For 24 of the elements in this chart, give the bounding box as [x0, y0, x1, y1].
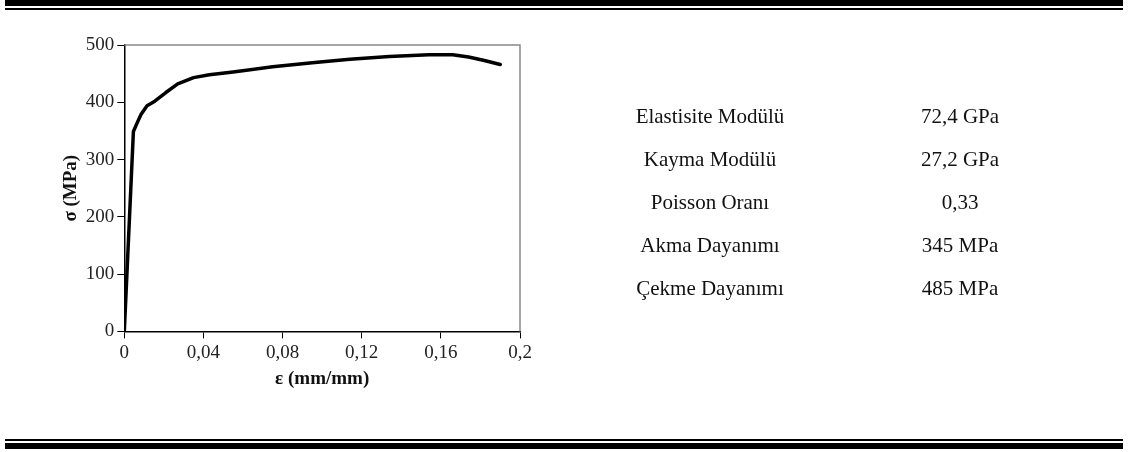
x-tick-label: 0,16: [424, 340, 458, 362]
y-tick-label: 0: [104, 319, 115, 341]
x-tick-label: 0,2: [508, 340, 532, 362]
text: 345 MPa: [920, 232, 1000, 259]
x-tick-label: 0,08: [265, 340, 300, 362]
text: Elastisite Modülü: [634, 103, 786, 130]
y-tick-label: 200: [85, 204, 115, 226]
x-tick-label: 0: [119, 340, 130, 362]
x-tick-label: 0,04: [186, 340, 221, 362]
x-axis-title: ε (mm/mm): [275, 366, 370, 389]
y-tick-label: 300: [85, 147, 115, 169]
text: Poisson Oranı: [649, 189, 771, 216]
y-tick-label: 400: [85, 90, 115, 112]
text: 72,4 GPa: [919, 103, 1001, 130]
x-tick-label: 0,12: [345, 340, 379, 362]
text: Akma Dayanımı: [639, 232, 781, 259]
y-axis-title: σ (MPa): [59, 154, 82, 222]
text: 27,2 GPa: [919, 146, 1001, 173]
text: Çekme Dayanımı: [635, 275, 785, 302]
y-tick-label: 500: [85, 32, 115, 54]
y-tick-label: 100: [85, 262, 115, 284]
text: 0,33: [940, 189, 980, 216]
text: 485 MPa: [920, 275, 1000, 302]
text: Kayma Modülü: [642, 146, 778, 173]
